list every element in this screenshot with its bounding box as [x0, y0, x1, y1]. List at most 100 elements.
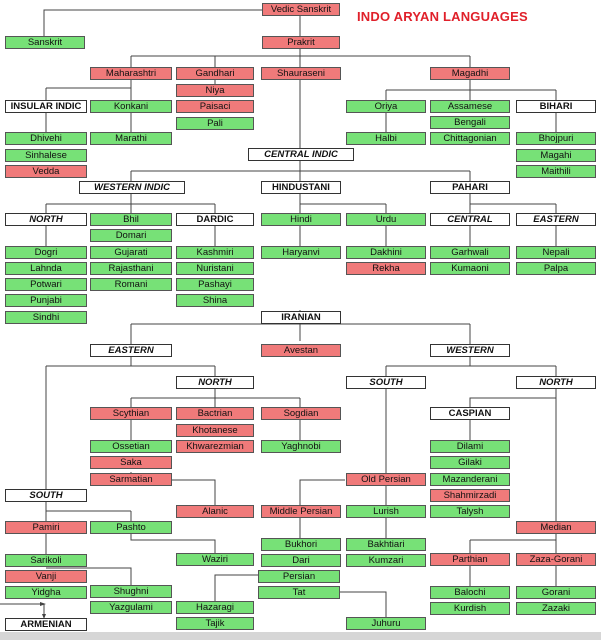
group-western-indic: WESTERN INDIC — [79, 181, 185, 194]
node-yazgulami: Yazgulami — [90, 601, 172, 614]
node-kurdish: Kurdish — [430, 602, 510, 615]
node-kumaoni: Kumaoni — [430, 262, 510, 275]
node-waziri: Waziri — [176, 553, 254, 566]
node-paisaci: Paisaci — [176, 100, 254, 113]
node-hazaragi: Hazaragi — [176, 601, 254, 614]
node-lurish: Lurish — [346, 505, 426, 518]
group-eastern-iranian: EASTERN — [90, 344, 172, 357]
group-north-eastern-iranian: NORTH — [176, 376, 254, 389]
group-pahari: PAHARI — [430, 181, 510, 194]
node-khotanese: Khotanese — [176, 424, 254, 437]
node-palpa: Palpa — [516, 262, 596, 275]
node-median: Median — [516, 521, 596, 534]
node-shughni: Shughni — [90, 585, 172, 598]
node-konkani: Konkani — [90, 100, 172, 113]
group-dardic: DARDIC — [176, 213, 254, 226]
node-niya: Niya — [176, 84, 254, 97]
node-saka: Saka — [90, 456, 172, 469]
node-maithili: Maithili — [516, 165, 596, 178]
node-khwarezmian: Khwarezmian — [176, 440, 254, 453]
node-bhil: Bhil — [90, 213, 172, 226]
node-dakhini: Dakhini — [346, 246, 426, 259]
node-magadhi: Magadhi — [430, 67, 510, 80]
node-marathi: Marathi — [90, 132, 172, 145]
node-sindhi: Sindhi — [5, 311, 87, 324]
node-sarikoli: Sarikoli — [5, 554, 87, 567]
node-vedda: Vedda — [5, 165, 87, 178]
node-scythian: Scythian — [90, 407, 172, 420]
node-nepali: Nepali — [516, 246, 596, 259]
node-shauraseni: Shauraseni — [261, 67, 341, 80]
node-kumzari: Kumzari — [346, 554, 426, 567]
node-talysh: Talysh — [430, 505, 510, 518]
bottom-scrollbar[interactable] — [0, 632, 601, 640]
group-caspian: CASPIAN — [430, 407, 510, 420]
node-sogdian: Sogdian — [261, 407, 341, 420]
node-chittagonian: Chittagonian — [430, 132, 510, 145]
node-magahi: Magahi — [516, 149, 596, 162]
node-balochi: Balochi — [430, 586, 510, 599]
group-central-indic: CENTRAL INDIC — [248, 148, 354, 161]
node-rajasthani: Rajasthani — [90, 262, 172, 275]
node-gorani: Gorani — [516, 586, 596, 599]
node-prakrit: Prakrit — [262, 36, 340, 49]
node-vedic-sanskrit: Vedic Sanskrit — [262, 3, 340, 16]
node-bukhori: Bukhori — [261, 538, 341, 551]
node-haryanvi: Haryanvi — [261, 246, 341, 259]
group-iranian: IRANIAN — [261, 311, 341, 324]
node-zazaki: Zazaki — [516, 602, 596, 615]
node-sinhalese: Sinhalese — [5, 149, 87, 162]
node-halbi: Halbi — [346, 132, 426, 145]
node-dari: Dari — [261, 554, 341, 567]
node-assamese: Assamese — [430, 100, 510, 113]
node-kashmiri: Kashmiri — [176, 246, 254, 259]
group-western-iranian: WESTERN — [430, 344, 510, 357]
node-mazanderani: Mazanderani — [430, 473, 510, 486]
node-avestan: Avestan — [261, 344, 341, 357]
node-shina: Shina — [176, 294, 254, 307]
node-bhojpuri: Bhojpuri — [516, 132, 596, 145]
node-dogri: Dogri — [5, 246, 87, 259]
group-north-western-iranian: NORTH — [516, 376, 596, 389]
node-domari: Domari — [90, 229, 172, 242]
group-bihari: BIHARI — [516, 100, 596, 113]
group-central-pahari: CENTRAL — [430, 213, 510, 226]
node-gandhari: Gandhari — [176, 67, 254, 80]
node-juhuru: Juhuru — [346, 617, 426, 630]
node-oriya: Oriya — [346, 100, 426, 113]
node-pashto: Pashto — [90, 521, 172, 534]
node-vanji: Vanji — [5, 570, 87, 583]
node-urdu: Urdu — [346, 213, 426, 226]
node-nuristani: Nuristani — [176, 262, 254, 275]
node-persian: Persian — [258, 570, 340, 583]
node-parthian: Parthian — [430, 553, 510, 566]
node-lahnda: Lahnda — [5, 262, 87, 275]
node-punjabi: Punjabi — [5, 294, 87, 307]
node-sarmatian: Sarmatian — [90, 473, 172, 486]
group-north-indic: NORTH — [5, 213, 87, 226]
node-gilaki: Gilaki — [430, 456, 510, 469]
node-gujarati: Gujarati — [90, 246, 172, 259]
node-romani: Romani — [90, 278, 172, 291]
node-bengali: Bengali — [430, 116, 510, 129]
node-hindi: Hindi — [261, 213, 341, 226]
node-yaghnobi: Yaghnobi — [261, 440, 341, 453]
diagram-title: INDO ARYAN LANGUAGES — [357, 9, 528, 24]
node-dilami: Dilami — [430, 440, 510, 453]
node-zaza-gorani: Zaza-Gorani — [516, 553, 596, 566]
node-bakhtiari: Bakhtiari — [346, 538, 426, 551]
node-yidgha: Yidgha — [5, 586, 87, 599]
node-old-persian: Old Persian — [346, 473, 426, 486]
node-shahmirzadi: Shahmirzadi — [430, 489, 510, 502]
group-eastern-pahari: EASTERN — [516, 213, 596, 226]
node-pamiri: Pamiri — [5, 521, 87, 534]
node-pali: Pali — [176, 117, 254, 130]
node-potwari: Potwari — [5, 278, 87, 291]
group-armenian: ARMENIAN — [5, 618, 87, 631]
group-hindustani: HINDUSTANI — [261, 181, 341, 194]
node-bactrian: Bactrian — [176, 407, 254, 420]
node-tajik: Tajik — [176, 617, 254, 630]
node-rekha: Rekha — [346, 262, 426, 275]
group-south-western-iranian: SOUTH — [346, 376, 426, 389]
